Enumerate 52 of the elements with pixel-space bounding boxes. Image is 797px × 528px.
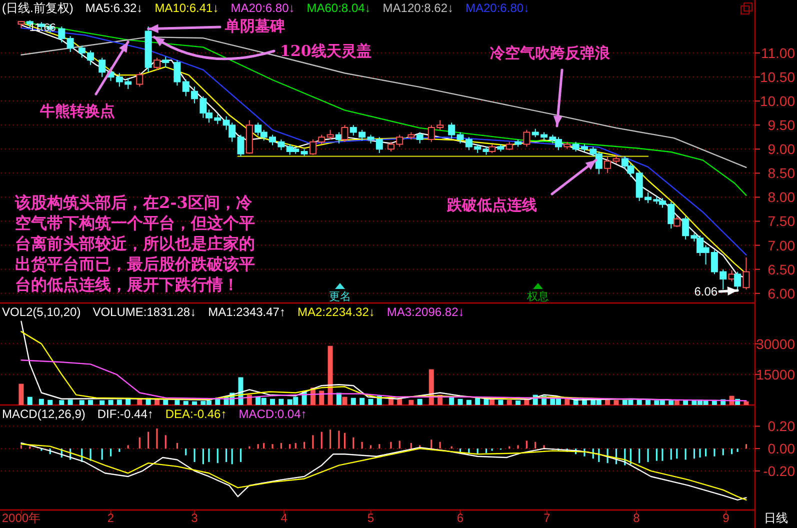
- y-tick-label: 11.00: [761, 44, 796, 61]
- text: MA10:6.41↓: [154, 1, 219, 15]
- x-tick-label: 9: [722, 511, 730, 525]
- y-tick-label: 10.00: [760, 93, 796, 110]
- annotation: 6.06: [694, 284, 718, 298]
- y-tick-label: 0.00: [768, 440, 796, 457]
- y-tick-label: 8.00: [768, 189, 796, 206]
- y-tick-label: 0.20: [768, 418, 796, 434]
- y-tick-label: 7.50: [768, 213, 796, 230]
- chart-title: (日线.前复权): [2, 1, 74, 15]
- x-tick-label: 3: [191, 511, 198, 525]
- annotation: 120线天灵盖: [280, 42, 372, 60]
- annotation: 跌破低点连线: [446, 196, 537, 214]
- x-tick-label: 7: [544, 511, 551, 525]
- annotation: MA20:6.80↓: [466, 1, 530, 15]
- annotation: 权息: [526, 290, 549, 303]
- text: MA3:2096.82↓: [386, 305, 464, 319]
- y-tick-label: 30000: [756, 336, 796, 352]
- y-tick-label: 15000: [756, 366, 796, 382]
- chart-title: MACD(12,26,9): [2, 407, 86, 421]
- text: DEA:-0.46↑: [165, 407, 227, 421]
- y-tick-label: 6.00: [768, 285, 796, 302]
- y-tick-label: 9.00: [768, 141, 796, 158]
- series-label: MACD:0.04↑: [238, 407, 307, 421]
- x-axis-title: 日线: [764, 511, 788, 525]
- text: MA2:2234.32↓: [297, 305, 375, 319]
- annotation: 冷空气吹跨反弹浪: [490, 44, 611, 62]
- y-tick-label: 9.50: [768, 117, 796, 134]
- chart-title: VOL2(5,10,20): [2, 305, 81, 319]
- annotation: 牛熊转换点: [39, 102, 115, 120]
- annotation: 11.66: [29, 22, 56, 34]
- text: MA1:2343.47↑: [208, 305, 286, 319]
- text: DIF:-0.44↑: [97, 407, 154, 421]
- x-tick-label: 8: [633, 511, 640, 525]
- y-tick-label: 8.50: [768, 165, 796, 182]
- x-tick-label: 4: [280, 511, 288, 525]
- x-tick-label: 5: [367, 511, 374, 525]
- annotation: MA20:6.80↓: [230, 1, 295, 15]
- x-tick-label: 6: [456, 511, 464, 525]
- y-tick-label: 10.50: [760, 68, 796, 85]
- annotation: 单阴墓碑: [224, 17, 285, 35]
- annotation: 该股构筑头部后，在2-3区间，冷空气带下构筑一个平台，但这个平台离前头部较近，所以也是庄家的出货平台而已，最后股价跌破该平台的低点连线，展开下跌行情！: [14, 193, 255, 294]
- annotation: 更名: [329, 291, 351, 303]
- y-tick-label: 6.50: [768, 261, 796, 278]
- y-tick-label: -0.20: [763, 462, 796, 479]
- text: MA60:8.04↓: [306, 1, 371, 15]
- text: MA5:6.32↓: [85, 1, 143, 15]
- x-tick-label: 2: [107, 511, 114, 525]
- y-tick-label: 7.00: [768, 237, 796, 254]
- text: MA120:8.62↓: [382, 1, 454, 15]
- annotation: VOLUME:1831.28↓: [92, 305, 196, 319]
- x-tick-label: 2000年: [2, 511, 41, 525]
